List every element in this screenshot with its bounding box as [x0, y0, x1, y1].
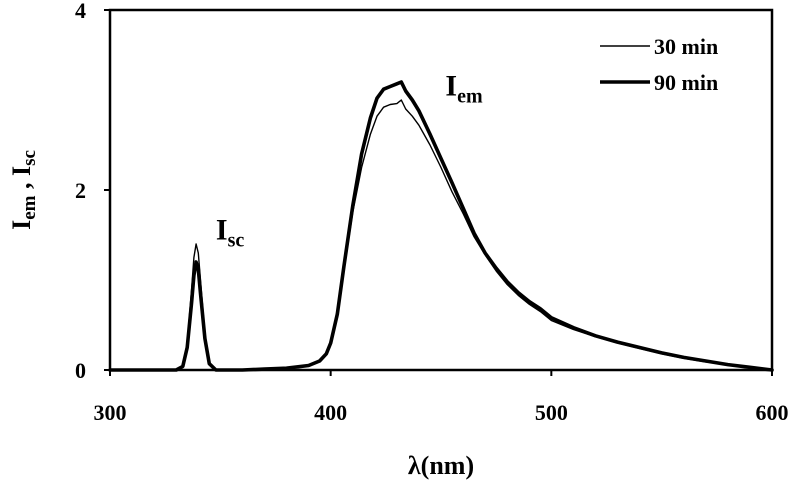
y-tick-label-1: 2: [75, 178, 86, 203]
y-title-part-a-sub: em: [19, 195, 40, 219]
y-axis-ticks: 0 2 4: [75, 0, 110, 383]
y-title-separator: ,: [7, 176, 36, 196]
y-title-part-a: I: [7, 220, 36, 230]
annotation-isc-sub: sc: [228, 230, 245, 252]
y-title-part-b-sub: sc: [19, 150, 40, 166]
annotation-isc-main: I: [216, 214, 228, 247]
legend-label-0: 30 min: [654, 34, 718, 59]
annotation-isc: Isc: [216, 214, 244, 252]
x-axis-ticks: 300 400 500 600: [94, 370, 789, 425]
series-layer: [108, 80, 774, 372]
series-line-1: [108, 80, 774, 372]
x-axis-title: λ(nm): [408, 451, 474, 480]
x-tick-label-0: 300: [94, 400, 127, 425]
legend: 30 min 90 min: [600, 34, 718, 95]
y-axis-title: Iem , Isc: [7, 150, 40, 230]
x-tick-label-3: 600: [756, 400, 789, 425]
annotation-iem: Iem: [445, 70, 483, 108]
series-line-0: [109, 99, 773, 371]
plot-frame: [108, 8, 774, 372]
annotation-iem-main: I: [445, 70, 457, 103]
y-tick-label-0: 0: [75, 358, 86, 383]
x-tick-label-2: 500: [535, 400, 568, 425]
legend-label-1: 90 min: [654, 70, 718, 95]
y-tick-label-2: 4: [75, 0, 86, 23]
y-title-part-b: I: [7, 166, 36, 176]
x-tick-label-1: 400: [314, 400, 347, 425]
annotation-iem-sub: em: [457, 86, 483, 108]
